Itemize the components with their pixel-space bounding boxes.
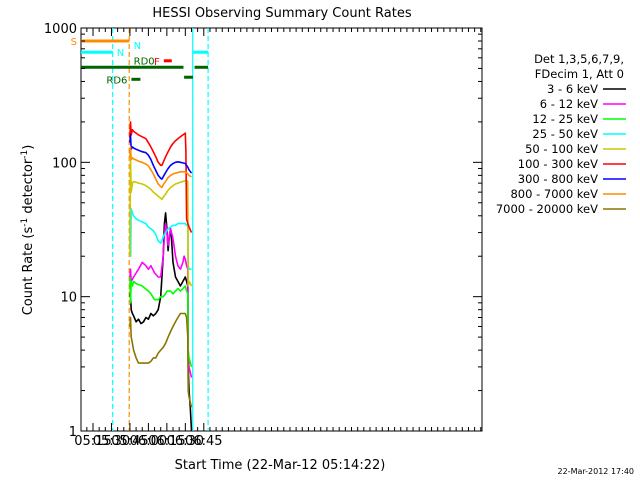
- x-tick-label-6: 06:45: [185, 434, 222, 449]
- series-line-0: [129, 212, 193, 432]
- y-tick-label-0: 1: [69, 425, 77, 440]
- x-tick-label-5: 06:30: [167, 434, 204, 449]
- y-tick-label-2: 100: [52, 156, 77, 171]
- x-tick-label-4: 06:15: [148, 434, 185, 449]
- legend-label-5: 100 - 300 keV: [518, 157, 598, 171]
- x-tick-label-1: 05:30: [93, 434, 130, 449]
- series-line-3: [129, 205, 192, 271]
- y-axis: 1 10 100 1000: [44, 22, 482, 440]
- series-line-4: [129, 156, 193, 287]
- series-line-7: [129, 146, 192, 189]
- series-line-2: [129, 276, 193, 368]
- legend-label-1: 6 - 12 keV: [540, 97, 598, 111]
- legend-label-8: 7000 - 20000 keV: [496, 202, 598, 216]
- flag-label-1: N: [117, 48, 124, 59]
- chart-title: HESSI Observing Summary Count Rates: [152, 6, 411, 21]
- vertical-markers: [112, 28, 209, 431]
- flag-label-2: N: [134, 41, 141, 52]
- legend-label-0: 3 - 6 keV: [547, 82, 598, 96]
- plot-frame: [80, 27, 483, 432]
- series-line-5: [129, 121, 193, 233]
- legend-label-2: 12 - 25 keV: [532, 112, 598, 126]
- x-tick-label-2: 05:45: [111, 434, 148, 449]
- series-line-6: [129, 134, 193, 180]
- flag-label-0: S: [71, 37, 77, 48]
- flag-label-4: RD0: [134, 56, 155, 67]
- flag-label-5: RD6: [106, 75, 127, 86]
- x-axis-label: Start Time (22-Mar-12 05:14:22): [175, 458, 386, 473]
- legend-header-1: Det 1,3,5,6,7,9,: [534, 52, 624, 66]
- series-lines: [129, 121, 193, 432]
- timestamp: 22-Mar-2012 17:40: [558, 467, 635, 476]
- series-line-8: [129, 312, 193, 408]
- series-line-1: [129, 222, 193, 378]
- y-tick-label-3: 1000: [44, 22, 77, 37]
- legend-label-4: 50 - 100 keV: [525, 142, 598, 156]
- y-tick-label-1: 10: [60, 291, 77, 306]
- x-tick-label-3: 06:00: [130, 434, 167, 449]
- flag-label-3: F: [154, 57, 160, 68]
- x-tick-label-0: 05:15: [74, 434, 111, 449]
- legend: Det 1,3,5,6,7,9, FDecim 1, Att 0 3 - 6 k…: [496, 52, 626, 216]
- legend-header-2: FDecim 1, Att 0: [535, 67, 624, 81]
- y-axis-label: Count Rate (s-1 detector-1): [20, 145, 36, 316]
- legend-label-7: 800 - 7000 keV: [510, 187, 598, 201]
- legend-label-3: 25 - 50 keV: [532, 127, 598, 141]
- legend-label-6: 300 - 800 keV: [518, 172, 598, 186]
